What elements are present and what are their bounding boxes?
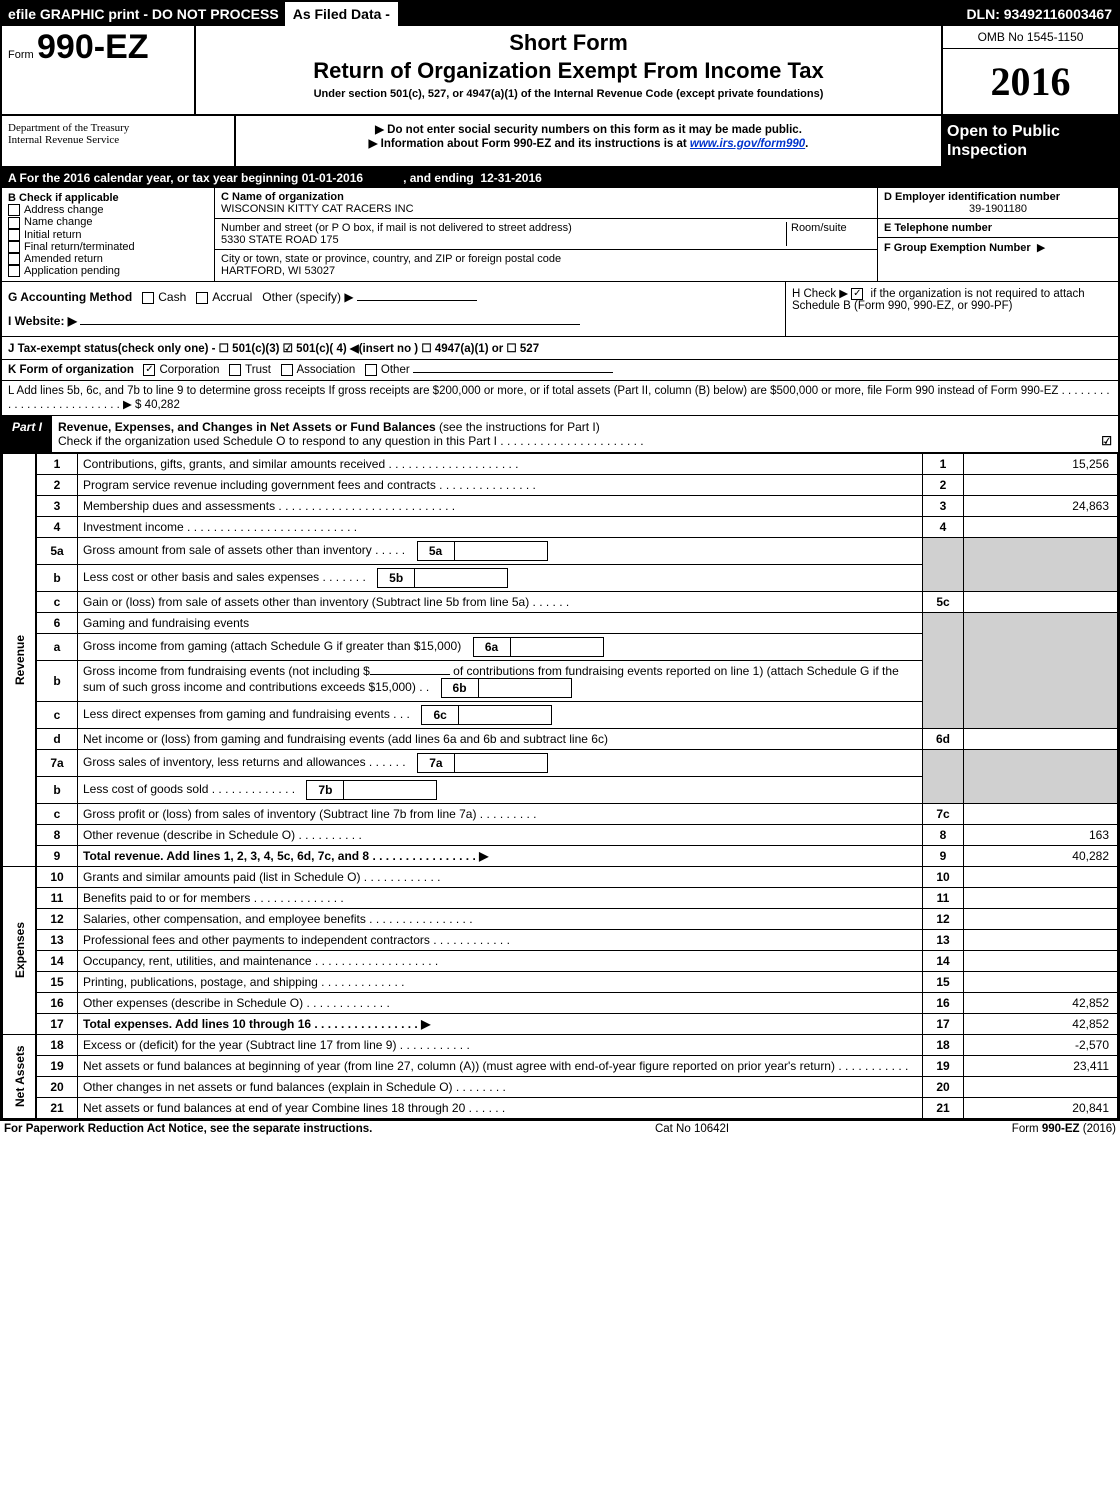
org-city: HARTFORD, WI 53027 (221, 265, 871, 277)
form-subtitle: Under section 501(c), 527, or 4947(a)(1)… (204, 88, 933, 100)
cb-schedule-b-not-required[interactable] (851, 288, 863, 300)
footer: For Paperwork Reduction Act Notice, see … (0, 1121, 1120, 1137)
ein: 39-1901180 (884, 203, 1112, 215)
header-row: Form 990-EZ Short Form Return of Organiz… (2, 26, 1118, 116)
part1-schedule-o-check[interactable]: ☑ (1101, 434, 1112, 448)
net-assets-label: Net Assets (3, 1034, 37, 1118)
line1-amount: 15,256 (964, 453, 1118, 474)
part1-table: Revenue 1 Contributions, gifts, grants, … (2, 453, 1118, 1119)
open-to-public: Open to Public Inspection (943, 116, 1118, 166)
cb-initial-return[interactable] (8, 229, 20, 241)
part-1-header: Part I Revenue, Expenses, and Changes in… (2, 416, 1118, 453)
accounting-method: G Accounting Method Cash Accrual Other (… (2, 282, 785, 336)
form-title: Return of Organization Exempt From Incom… (204, 58, 933, 84)
line2-amount (964, 474, 1118, 495)
line16-amount: 42,852 (964, 992, 1118, 1013)
line5c-amount (964, 591, 1118, 612)
line17-amount: 42,852 (964, 1013, 1118, 1034)
efile-label: efile GRAPHIC print - DO NOT PROCESS (2, 2, 285, 26)
tax-year: 2016 (943, 49, 1118, 114)
cb-other-org[interactable] (365, 364, 377, 376)
footer-left: For Paperwork Reduction Act Notice, see … (4, 1123, 372, 1135)
omb-number: OMB No 1545-1150 (943, 26, 1118, 49)
footer-right: Form 990-EZ (2016) (1012, 1123, 1116, 1135)
short-form-label: Short Form (204, 30, 933, 56)
section-l: L Add lines 5b, 6c, and 7b to line 9 to … (2, 381, 1118, 416)
website-label: I Website: ▶ (8, 314, 77, 328)
form-title-box: Short Form Return of Organization Exempt… (196, 26, 943, 114)
irs-link[interactable]: www.irs.gov/form990 (690, 138, 805, 150)
section-bcdef: B Check if applicable Address change Nam… (2, 188, 1118, 282)
org-street: 5330 STATE ROAD 175 (221, 234, 786, 246)
line7c-amount (964, 803, 1118, 824)
line18-amount: -2,570 (964, 1034, 1118, 1055)
cb-name-change[interactable] (8, 217, 20, 229)
line9-amount: 40,282 (964, 845, 1118, 866)
form-number-box: Form 990-EZ (2, 26, 196, 114)
room-suite: Room/suite (786, 222, 871, 246)
cb-address-change[interactable] (8, 204, 20, 216)
section-j: J Tax-exempt status(check only one) - ☐ … (2, 337, 1118, 360)
dln: DLN: 93492116003467 (960, 2, 1118, 26)
section-gh: G Accounting Method Cash Accrual Other (… (2, 282, 1118, 337)
footer-mid: Cat No 10642I (655, 1123, 729, 1135)
dept-row: Department of the Treasury Internal Reve… (2, 116, 1118, 168)
form-notes: ▶ Do not enter social security numbers o… (236, 116, 943, 166)
line10-amount (964, 866, 1118, 887)
form-number: 990-EZ (37, 28, 149, 66)
col-def: D Employer identification number 39-1901… (878, 188, 1118, 281)
section-h: H Check ▶ if the organization is not req… (785, 282, 1118, 336)
cb-application-pending[interactable] (8, 265, 20, 277)
expenses-label: Expenses (3, 866, 37, 1034)
line21-amount: 20,841 (964, 1097, 1118, 1118)
col-b-checkboxes: B Check if applicable Address change Nam… (2, 188, 215, 281)
revenue-label: Revenue (3, 453, 37, 866)
line4-amount (964, 516, 1118, 537)
top-bar: efile GRAPHIC print - DO NOT PROCESS As … (2, 2, 1118, 26)
line19-amount: 23,411 (964, 1055, 1118, 1076)
col-c-org-info: C Name of organization WISCONSIN KITTY C… (215, 188, 878, 281)
section-k: K Form of organization Corporation Trust… (2, 360, 1118, 381)
gross-receipts: 40,282 (145, 399, 180, 411)
line3-amount: 24,863 (964, 495, 1118, 516)
cb-amended-return[interactable] (8, 253, 20, 265)
form-container: efile GRAPHIC print - DO NOT PROCESS As … (0, 0, 1120, 1121)
cb-trust[interactable] (229, 364, 241, 376)
cb-final-return[interactable] (8, 241, 20, 253)
cb-association[interactable] (281, 364, 293, 376)
row-a-tax-year: A For the 2016 calendar year, or tax yea… (2, 168, 1118, 188)
org-name: WISCONSIN KITTY CAT RACERS INC (221, 203, 871, 215)
cb-cash[interactable] (142, 292, 154, 304)
as-filed-label: As Filed Data - (285, 2, 438, 26)
dept-box: Department of the Treasury Internal Reve… (2, 116, 236, 166)
line6d-amount (964, 728, 1118, 749)
cb-corporation[interactable] (143, 364, 155, 376)
line8-amount: 163 (964, 824, 1118, 845)
header-right: OMB No 1545-1150 2016 (943, 26, 1118, 114)
cb-accrual[interactable] (196, 292, 208, 304)
